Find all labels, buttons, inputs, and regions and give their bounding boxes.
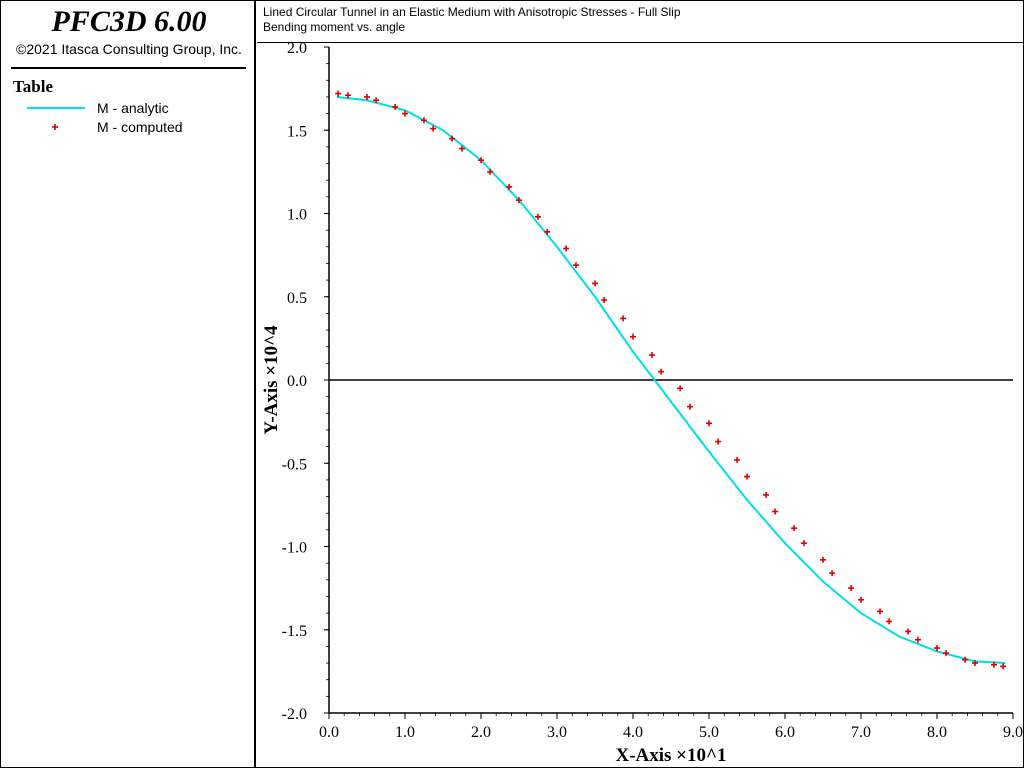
legend-heading: Table — [13, 77, 54, 96]
data-point-computed — [544, 228, 551, 235]
data-point-computed — [430, 125, 437, 132]
x-tick-label: 9.0 — [1003, 724, 1023, 741]
data-point-computed — [563, 245, 570, 252]
legend-line-swatch — [27, 107, 85, 109]
data-point-computed — [972, 660, 978, 667]
data-point-computed — [620, 315, 627, 322]
legend-label-analytic: M - analytic — [97, 100, 169, 116]
data-point-computed — [772, 508, 779, 515]
data-point-computed — [592, 280, 598, 287]
x-tick-label: 6.0 — [775, 724, 795, 741]
plot-subtitle: Bending moment vs. angle — [263, 20, 406, 34]
series-line-analytic — [336, 95, 1006, 665]
y-axis-label: Y-Axis ×10^4 — [261, 325, 282, 435]
data-point-computed — [962, 656, 969, 663]
app-title: PFC3D 6.00 — [51, 5, 207, 38]
y-tick-label: 1.0 — [287, 207, 307, 224]
data-point-computed — [848, 585, 855, 592]
y-tick-label: 1.5 — [287, 123, 307, 140]
copyright-text: ©2021 Itasca Consulting Group, Inc. — [16, 41, 242, 57]
legend-panel: PFC3D 6.00 ©2021 Itasca Consulting Group… — [0, 0, 256, 768]
data-point-computed — [706, 420, 712, 427]
x-tick-label: 3.0 — [547, 724, 567, 741]
y-tick-label: -2.0 — [282, 706, 307, 723]
chart-plot: 2.0 1.5 1.0 0.5 0.0 -0.5 -1.0 -1.5 -2.0 0.0 1.0 2.0… — [261, 42, 1023, 766]
data-point-computed — [886, 618, 893, 625]
data-point-computed — [373, 97, 380, 104]
data-point-computed — [905, 628, 912, 635]
data-point-computed — [392, 103, 399, 110]
x-tick-label: 4.0 — [623, 724, 643, 741]
legend-item-analytic: M - analytic — [25, 99, 245, 117]
data-point-computed — [649, 352, 655, 359]
x-tick-label: 8.0 — [927, 724, 947, 741]
data-point-computed — [734, 456, 741, 463]
y-tick-label: -0.5 — [282, 456, 307, 473]
data-point-computed — [677, 385, 684, 392]
data-point-computed — [801, 540, 807, 547]
data-point-computed — [829, 570, 836, 577]
data-point-computed — [421, 117, 427, 124]
legend-item-computed: M - computed — [25, 118, 245, 136]
data-point-computed — [658, 368, 665, 375]
data-point-computed — [449, 135, 456, 142]
data-point-computed — [345, 92, 351, 99]
data-point-computed — [934, 645, 940, 652]
data-point-computed — [630, 333, 636, 340]
plot-caption: Lined Circular Tunnel in an Elastic Medi… — [257, 0, 1024, 43]
data-point-computed — [535, 213, 541, 220]
data-point-computed — [402, 110, 408, 117]
data-point-computed — [573, 262, 579, 269]
data-point-computed — [744, 473, 750, 480]
data-point-computed — [943, 650, 950, 657]
data-point-computed — [791, 525, 798, 532]
y-tick-label: -1.0 — [282, 540, 307, 557]
data-point-computed — [478, 157, 484, 164]
x-tick-label: 0.0 — [319, 724, 339, 741]
plot-title: Lined Circular Tunnel in an Elastic Medi… — [263, 5, 681, 19]
data-point-computed — [715, 438, 722, 445]
y-tick-label: -1.5 — [282, 623, 307, 640]
data-point-computed — [687, 403, 693, 410]
data-point-computed — [858, 596, 864, 603]
data-point-computed — [1000, 663, 1007, 670]
y-tick-label: 2.0 — [287, 42, 307, 57]
data-point-computed — [335, 90, 342, 97]
data-point-computed — [763, 491, 769, 498]
data-point-computed — [487, 168, 494, 175]
data-point-computed — [991, 661, 997, 668]
data-point-computed — [516, 197, 522, 204]
legend-label-computed: M - computed — [97, 119, 183, 135]
x-axis-label: X-Axis ×10^1 — [615, 745, 726, 766]
data-point-computed — [820, 556, 826, 563]
y-tick-label: 0.0 — [287, 373, 307, 390]
legend-marker-swatch — [52, 124, 58, 130]
data-point-computed — [915, 636, 921, 643]
x-tick-label: 5.0 — [699, 724, 719, 741]
data-point-computed — [459, 145, 465, 152]
data-point-computed — [877, 608, 883, 615]
x-tick-label: 2.0 — [471, 724, 491, 741]
data-point-computed — [364, 93, 370, 100]
data-point-computed — [601, 297, 608, 304]
title-divider — [11, 67, 246, 69]
x-tick-label: 1.0 — [395, 724, 415, 741]
y-tick-label: 0.5 — [287, 290, 307, 307]
x-tick-label: 7.0 — [851, 724, 871, 741]
data-point-computed — [506, 183, 513, 190]
